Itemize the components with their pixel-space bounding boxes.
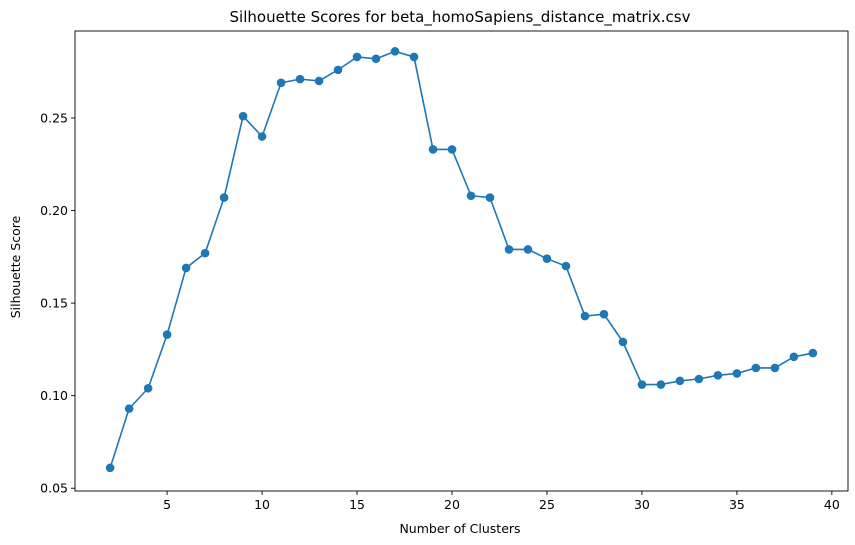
data-point: [504, 245, 514, 254]
x-axis-label: Number of Clusters: [399, 521, 520, 536]
x-tick-label: 10: [254, 497, 270, 512]
data-point: [675, 376, 685, 386]
y-tick-label: 0.15: [40, 296, 68, 311]
data-point: [466, 191, 476, 201]
data-point: [295, 74, 305, 84]
y-tick-label: 0.05: [40, 481, 68, 496]
plot-frame: [74, 30, 849, 492]
data-point: [656, 380, 666, 389]
data-point: [200, 248, 210, 258]
data-point: [162, 330, 172, 339]
x-tick-label: 15: [349, 497, 365, 512]
data-point: [238, 111, 248, 121]
y-tick-label: 0.25: [40, 111, 68, 126]
data-point: [770, 363, 780, 373]
data-point: [314, 76, 324, 86]
data-point: [124, 404, 134, 413]
data-point: [713, 371, 723, 380]
plot-area: 5 10 15 20 25 30 35 40 0.05 0.10 0.15 0.20 0.25: [40, 30, 849, 512]
data-point: [409, 52, 419, 62]
data-point: [808, 348, 818, 358]
data-point: [390, 47, 400, 56]
x-tick-label: 20: [444, 497, 460, 512]
data-point: [181, 263, 191, 273]
data-point: [219, 193, 229, 202]
data-point: [789, 352, 799, 362]
y-tick-label: 0.10: [40, 388, 68, 403]
data-point: [561, 261, 571, 271]
y-tick-label: 0.20: [40, 203, 68, 218]
x-tick-label: 5: [163, 497, 171, 512]
data-point: [257, 132, 267, 141]
data-point: [618, 337, 628, 347]
data-point: [732, 369, 742, 378]
data-point: [447, 145, 457, 154]
x-tick-label: 30: [634, 497, 650, 512]
chart-title: Silhouette Scores for beta_homoSapiens_d…: [230, 8, 691, 27]
data-point: [751, 363, 761, 373]
data-point: [428, 145, 438, 154]
data-point: [637, 380, 647, 389]
x-tick-label: 35: [729, 497, 745, 512]
x-tick-label: 25: [539, 497, 555, 512]
data-point: [580, 311, 590, 321]
data-point: [485, 193, 495, 202]
data-point: [599, 309, 609, 319]
data-point: [694, 374, 704, 384]
data-point: [542, 254, 552, 263]
y-axis-label: Silhouette Score: [8, 215, 23, 318]
data-point: [143, 383, 153, 393]
data-point: [333, 65, 343, 75]
data-point: [371, 54, 381, 64]
data-point: [523, 245, 533, 254]
data-point: [105, 463, 115, 473]
data-point: [352, 52, 362, 62]
data-point: [276, 78, 286, 88]
x-tick-label: 40: [824, 497, 840, 512]
